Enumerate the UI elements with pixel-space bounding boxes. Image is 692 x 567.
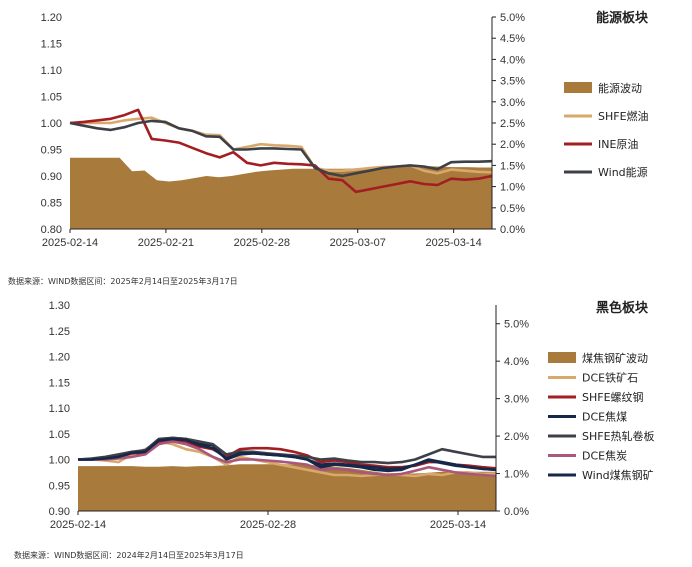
right-tick-label: 0.0%	[500, 224, 525, 236]
right-tick-label: 5.0%	[504, 319, 529, 331]
right-tick-label: 1.5%	[500, 160, 525, 172]
series-line-4	[78, 440, 497, 478]
series-line-5	[78, 437, 497, 472]
legend-label: INE原油	[598, 137, 638, 151]
volatility-area	[78, 464, 496, 511]
legend-swatch-area	[564, 82, 592, 93]
left-tick-label: 1.25	[49, 326, 70, 338]
left-tick-label: 1.10	[49, 403, 70, 415]
energy-lines-group	[69, 108, 493, 194]
left-tick-label: 0.95	[49, 480, 70, 492]
black-axes-group: 0.90 0.95 1.00 1.05 1.10 1.15 1.20 1.25 1.30 0.0%…	[49, 300, 530, 531]
left-tick-label: 1.05	[41, 92, 62, 104]
x-tick-label: 2025-02-14	[42, 237, 98, 249]
legend-label: DCE焦炭	[582, 450, 627, 463]
left-tick-label: 1.15	[41, 39, 62, 51]
legend-label-area: 煤焦钢矿波动	[582, 352, 648, 365]
left-tick-label: 1.10	[41, 65, 62, 77]
legend-label-area: 能源波动	[598, 81, 642, 95]
left-tick-label: 0.90	[49, 506, 70, 518]
right-tick-label: 0.5%	[500, 203, 525, 215]
series-line-2	[69, 119, 493, 178]
series-line-1	[69, 108, 493, 194]
black-chart: 黑色板块 0.90 0.95 1.00 1.05 1.10 1.15 1.20 1.25 1.3…	[14, 300, 655, 560]
energy-source-note: 数据来源：WIND数据区间：2025年2月14日至2025年3月17日	[8, 276, 238, 286]
x-tick-label: 2025-02-28	[234, 237, 290, 249]
right-tick-label: 4.0%	[504, 356, 529, 368]
right-tick-label: 3.0%	[500, 97, 525, 109]
right-tick-label: 1.0%	[504, 469, 529, 481]
right-tick-label: 3.5%	[500, 76, 525, 88]
left-tick-label: 1.00	[41, 118, 62, 130]
energy-axes-group: 0.80 0.85 0.90 0.95 1.00 1.05 1.10 1.15 1.20 0.0%…	[41, 12, 526, 249]
legend-label: DCE焦煤	[582, 411, 627, 424]
left-tick-label: 0.80	[41, 224, 62, 236]
legend-label: Wind能源	[598, 165, 648, 179]
right-tick-label: 5.0%	[500, 12, 525, 24]
left-tick-label: 0.90	[41, 171, 62, 183]
energy-chart: 能源板块 0.80 0.85 0.90 0.95 1.00 1.05 1.10 1.15 1.2…	[8, 10, 649, 286]
left-tick-label: 0.95	[41, 145, 62, 157]
left-tick-label: 1.20	[41, 12, 62, 24]
right-tick-label: 2.0%	[504, 431, 529, 443]
right-tick-label: 2.0%	[500, 139, 525, 151]
legend-label: Wind煤焦钢矿	[582, 469, 654, 482]
x-tick-label: 2025-02-28	[240, 519, 296, 531]
black-source-note: 数据来源：WIND数据区间：2024年2月14日至2025年3月17日	[14, 550, 244, 560]
x-tick-label: 2025-02-21	[138, 237, 194, 249]
right-tick-label: 0.0%	[504, 506, 529, 518]
energy-chart-title: 能源板块	[596, 10, 649, 26]
x-tick-label: 2025-03-14	[425, 237, 481, 249]
x-tick-label: 2025-02-14	[50, 519, 106, 531]
volatility-area	[70, 157, 492, 229]
right-tick-label: 3.0%	[504, 394, 529, 406]
right-tick-label: 4.0%	[500, 54, 525, 66]
legend-swatch-area	[548, 352, 576, 363]
legend-label: SHFE燃油	[598, 109, 649, 123]
black-chart-title: 黑色板块	[596, 300, 649, 316]
left-tick-label: 1.15	[49, 377, 70, 389]
series-line-0	[70, 116, 493, 175]
energy-legend: 能源波动 SHFE燃油 INE原油 Wind能源	[564, 81, 649, 179]
left-tick-label: 0.85	[41, 198, 62, 210]
black-lines-group	[77, 436, 497, 478]
legend-label: SHFE热轧卷板	[582, 429, 655, 443]
right-tick-label: 2.5%	[500, 118, 525, 130]
left-tick-label: 1.05	[49, 429, 70, 441]
x-tick-label: 2025-03-14	[430, 519, 486, 531]
left-tick-label: 1.20	[49, 352, 70, 364]
energy-volatility-area-group	[70, 157, 492, 229]
legend-label: SHFE螺纹钢	[582, 390, 644, 404]
left-tick-label: 1.30	[49, 300, 70, 312]
black-legend: 煤焦钢矿波动 DCE铁矿石 SHFE螺纹钢 DCE焦煤 SHFE热轧卷板 DCE焦炭 Win…	[548, 352, 655, 482]
right-tick-label: 1.0%	[500, 182, 525, 194]
left-tick-label: 1.00	[49, 455, 70, 467]
legend-label: DCE铁矿石	[582, 372, 638, 385]
x-tick-label: 2025-03-07	[330, 237, 386, 249]
right-tick-label: 4.5%	[500, 33, 525, 45]
black-volatility-area-group	[78, 464, 496, 511]
